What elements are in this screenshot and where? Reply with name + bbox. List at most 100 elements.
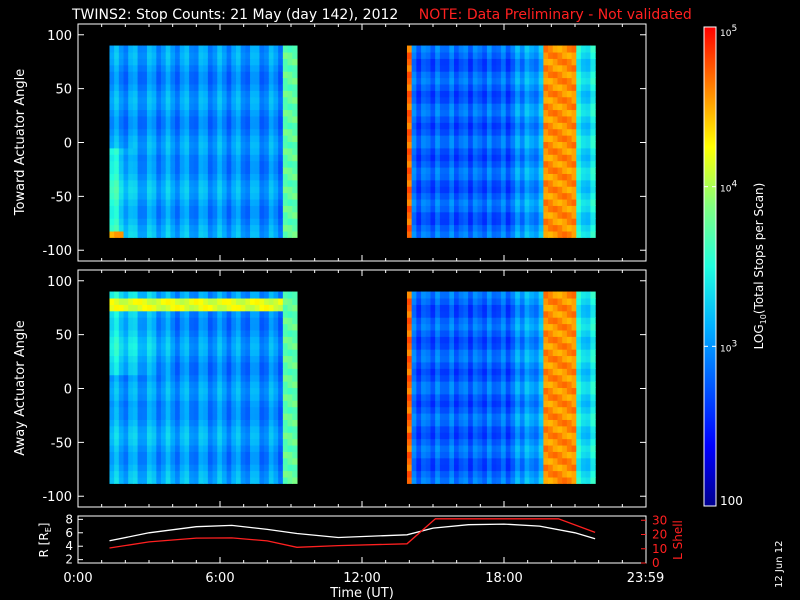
toward-heat-cell	[435, 90, 441, 98]
away-heat-cell	[231, 361, 237, 369]
away-heat-cell	[585, 310, 592, 318]
away-heat-cell	[221, 310, 228, 318]
toward-heat-cell	[231, 160, 237, 168]
toward-heat-cell	[231, 179, 237, 187]
toward-heat-cell	[254, 224, 261, 232]
toward-heat-cell	[454, 211, 460, 219]
away-heat-cell	[444, 438, 450, 446]
toward-heat-cell	[268, 173, 275, 181]
toward-heat-cell	[226, 166, 232, 174]
toward-heat-cell	[226, 160, 232, 168]
away-heat-cell	[245, 374, 251, 382]
away-heat-cell	[203, 438, 209, 446]
toward-heat-cell	[250, 198, 256, 206]
toward-heat-cell	[184, 141, 190, 149]
away-heat-cell	[590, 368, 596, 376]
toward-heat-cell	[590, 58, 596, 66]
toward-heat-cell	[282, 96, 289, 104]
away-heat-cell	[292, 425, 298, 433]
away-heat-cell	[501, 368, 507, 376]
away-heat-cell	[292, 444, 298, 452]
toward-heat-cell	[128, 166, 134, 174]
away-heat-cell	[264, 355, 270, 363]
away-heat-cell	[406, 476, 413, 484]
toward-heat-cell	[501, 77, 507, 85]
toward-heat-cell	[444, 186, 450, 194]
away-heat-cell	[179, 355, 186, 363]
toward-heat-cell	[416, 135, 422, 143]
away-heat-cell	[184, 393, 190, 401]
toward-heat-cell	[236, 128, 242, 136]
away-heat-cell	[250, 297, 256, 305]
toward-heat-cell	[212, 122, 218, 130]
toward-heat-cell	[486, 103, 493, 111]
toward-heat-cell	[416, 186, 422, 194]
toward-heat-cell	[189, 230, 195, 238]
away-heat-cell	[538, 476, 544, 484]
away-heat-cell	[562, 329, 568, 337]
away-heat-cell	[566, 381, 573, 389]
toward-heat-cell	[463, 198, 469, 206]
away-heat-cell	[221, 406, 228, 414]
toward-heat-cell	[292, 45, 298, 53]
toward-heat-cell	[236, 198, 242, 206]
toward-heat-cell	[543, 141, 549, 149]
away-heat-cell	[566, 451, 573, 459]
toward-heat-cell	[226, 154, 232, 162]
toward-heat-cell	[486, 198, 493, 206]
toward-heat-cell	[515, 173, 521, 181]
away-heat-cell	[165, 317, 171, 325]
away-heat-cell	[132, 476, 139, 484]
away-heat-cell	[287, 400, 293, 408]
toward-heat-cell	[165, 218, 171, 226]
away-heat-cell	[552, 336, 559, 344]
away-heat-cell	[109, 381, 115, 389]
away-heat-cell	[472, 349, 479, 357]
toward-heat-cell	[585, 160, 592, 168]
toward-heat-cell	[562, 51, 568, 59]
toward-heat-cell	[421, 115, 427, 123]
toward-heat-cell	[524, 230, 530, 238]
toward-heat-cell	[264, 77, 270, 85]
away-heat-cell	[132, 387, 139, 395]
away-heat-cell	[231, 381, 237, 389]
away-heat-cell	[515, 438, 521, 446]
toward-heat-cell	[529, 218, 535, 226]
toward-heat-cell	[268, 58, 275, 66]
away-heat-cell	[245, 297, 251, 305]
away-heat-cell	[254, 355, 261, 363]
away-heat-cell	[132, 451, 139, 459]
away-heat-cell	[552, 381, 559, 389]
toward-heat-cell	[240, 45, 246, 53]
toward-heat-cell	[156, 230, 162, 238]
toward-heat-cell	[245, 90, 251, 98]
toward-heat-cell	[416, 90, 422, 98]
away-heat-cell	[416, 438, 422, 446]
toward-heat-cell	[406, 122, 413, 130]
away-heat-cell	[282, 304, 289, 312]
away-heat-cell	[411, 329, 417, 337]
away-heat-cell	[142, 381, 148, 389]
toward-heat-cell	[254, 77, 261, 85]
toward-heat-cell	[151, 135, 157, 143]
away-heat-cell	[576, 400, 582, 408]
away-heat-cell	[240, 438, 246, 446]
away-heat-cell	[268, 470, 275, 478]
away-heat-cell	[165, 291, 171, 299]
toward-heat-cell	[449, 83, 455, 91]
toward-heat-cell	[585, 179, 592, 187]
toward-heat-cell	[510, 166, 516, 174]
away-heat-cell	[515, 464, 521, 472]
away-heat-cell	[226, 368, 232, 376]
toward-heat-cell	[254, 122, 261, 130]
away-heat-cell	[548, 387, 554, 395]
toward-heat-cell	[562, 90, 568, 98]
away-heat-cell	[425, 476, 432, 484]
away-heat-cell	[254, 425, 261, 433]
away-heat-cell	[449, 444, 455, 452]
away-heat-cell	[454, 457, 460, 465]
toward-heat-cell	[250, 96, 256, 104]
away-heat-cell	[189, 368, 195, 376]
away-heat-cell	[491, 336, 497, 344]
toward-heat-cell	[236, 58, 242, 66]
